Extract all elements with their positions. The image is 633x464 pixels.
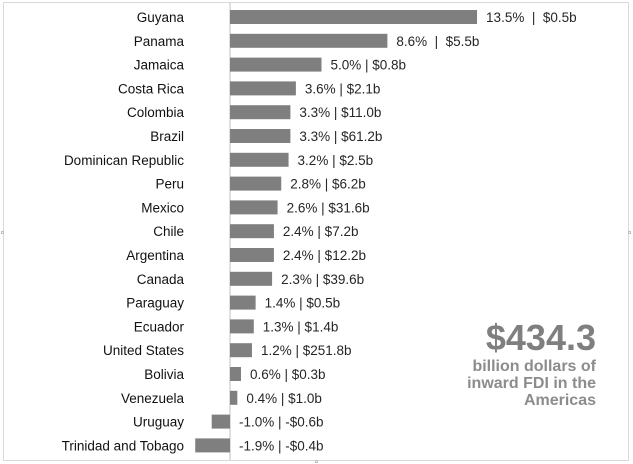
resize-handle-right[interactable] <box>628 231 631 234</box>
data-label: -1.9% | -$0.4b <box>239 438 324 453</box>
category-label: Chile <box>153 224 184 239</box>
data-label: 1.2% | $251.8b <box>261 343 352 358</box>
data-label: 0.4% | $1.0b <box>246 391 322 406</box>
data-label: 2.6% | $31.6b <box>287 200 370 215</box>
data-label: 1.3% | $1.4b <box>263 319 339 334</box>
bar[interactable] <box>195 438 230 453</box>
caption-line: billion dollars of <box>472 358 596 375</box>
bar[interactable] <box>230 271 273 286</box>
category-label: Venezuela <box>121 391 185 406</box>
data-label: 5.0% | $0.8b <box>331 58 407 73</box>
total-fdi-value: $434.3 <box>485 317 596 358</box>
data-label: 2.4% | $12.2b <box>283 248 366 263</box>
data-label: 2.4% | $7.2b <box>283 224 359 239</box>
caption-line: inward FDI in the <box>467 375 596 392</box>
category-label: Dominican Republic <box>64 153 184 168</box>
category-label: Jamaica <box>134 58 185 73</box>
total-fdi-callout: $434.3 billion dollars of inward FDI in … <box>420 317 596 410</box>
category-label: Mexico <box>141 200 184 215</box>
data-label: 8.6% | $5.5b <box>396 34 479 49</box>
bar[interactable] <box>230 224 274 239</box>
data-label: 3.3% | $61.2b <box>299 129 382 144</box>
data-label: 1.4% | $0.5b <box>265 296 341 311</box>
category-label: Ecuador <box>134 319 185 334</box>
caption-line: Americas <box>523 392 596 409</box>
data-label: 13.5% | $0.5b <box>486 10 577 25</box>
bar[interactable] <box>230 319 254 334</box>
bar[interactable] <box>230 295 256 310</box>
category-label: Argentina <box>126 248 184 263</box>
bar[interactable] <box>230 367 241 381</box>
bar[interactable] <box>230 176 282 191</box>
category-label: Brazil <box>150 129 184 144</box>
category-label: Guyana <box>137 10 185 25</box>
data-label: 2.8% | $6.2b <box>290 177 366 192</box>
data-label: 3.2% | $2.5b <box>298 153 374 168</box>
resize-handle-bottom[interactable] <box>315 460 318 463</box>
bar[interactable] <box>230 248 274 262</box>
category-label: Canada <box>137 272 185 287</box>
category-label: Peru <box>155 177 184 192</box>
bar[interactable] <box>230 152 289 167</box>
category-label: Panama <box>134 34 185 49</box>
data-label: -1.0% | -$0.6b <box>239 415 324 430</box>
category-label: Bolivia <box>144 367 184 382</box>
bar[interactable] <box>230 129 291 143</box>
bar[interactable] <box>230 33 388 48</box>
bar[interactable] <box>230 81 296 96</box>
data-label: 0.6% | $0.3b <box>250 367 326 382</box>
category-label: Uruguay <box>133 415 184 430</box>
category-label: Costa Rica <box>118 81 185 96</box>
bar[interactable] <box>230 343 252 358</box>
bar[interactable] <box>230 200 278 215</box>
data-label: 3.6% | $2.1b <box>305 81 381 96</box>
data-label: 3.3% | $11.0b <box>299 105 381 120</box>
category-label: United States <box>103 343 184 358</box>
data-label: 2.3% | $39.6b <box>281 272 364 287</box>
bar[interactable] <box>230 105 291 120</box>
bar[interactable] <box>230 57 322 72</box>
bar[interactable] <box>211 414 230 429</box>
category-label: Colombia <box>127 105 185 120</box>
category-label: Trinidad and Tobago <box>62 438 184 453</box>
total-fdi-caption: billion dollars of inward FDI in the Ame… <box>420 358 596 409</box>
resize-handle-left[interactable] <box>1 231 4 234</box>
bar[interactable] <box>230 10 478 24</box>
category-label: Paraguay <box>126 296 184 311</box>
bar[interactable] <box>230 390 238 405</box>
